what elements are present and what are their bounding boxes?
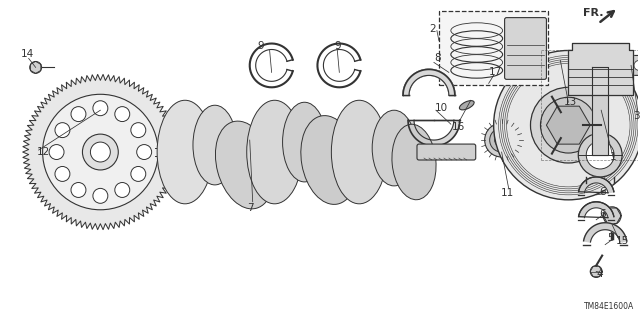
Text: 9: 9: [258, 42, 264, 52]
Polygon shape: [403, 69, 455, 95]
Text: 7: 7: [247, 203, 253, 213]
Circle shape: [484, 123, 518, 157]
Text: 12: 12: [36, 147, 50, 157]
Circle shape: [131, 166, 146, 181]
Ellipse shape: [283, 102, 326, 182]
Ellipse shape: [301, 116, 358, 204]
Polygon shape: [568, 43, 633, 95]
Polygon shape: [22, 75, 178, 230]
Circle shape: [588, 55, 612, 79]
Circle shape: [71, 107, 86, 122]
Text: 14: 14: [20, 50, 34, 60]
Text: 3: 3: [633, 111, 639, 121]
Ellipse shape: [247, 100, 303, 204]
Circle shape: [115, 182, 130, 197]
Polygon shape: [408, 120, 460, 146]
Text: 13: 13: [563, 97, 577, 107]
Ellipse shape: [392, 124, 436, 200]
Ellipse shape: [157, 100, 213, 204]
Circle shape: [592, 60, 608, 76]
Circle shape: [131, 123, 146, 138]
Polygon shape: [584, 223, 627, 242]
Text: 6: 6: [599, 209, 606, 219]
Circle shape: [93, 188, 108, 203]
Circle shape: [586, 141, 614, 169]
FancyBboxPatch shape: [417, 144, 476, 160]
Circle shape: [43, 94, 158, 210]
Text: 5: 5: [607, 233, 614, 243]
Polygon shape: [547, 106, 590, 144]
FancyBboxPatch shape: [504, 18, 547, 79]
Text: 9: 9: [334, 42, 341, 52]
Polygon shape: [579, 202, 614, 218]
Text: 10: 10: [435, 103, 448, 113]
Text: 6: 6: [599, 187, 606, 197]
Circle shape: [634, 60, 640, 70]
Text: 15: 15: [616, 236, 629, 246]
FancyBboxPatch shape: [629, 55, 640, 76]
Polygon shape: [579, 177, 614, 193]
Circle shape: [561, 117, 576, 133]
Circle shape: [554, 110, 583, 140]
Ellipse shape: [193, 105, 237, 185]
Text: 11: 11: [500, 188, 514, 198]
Ellipse shape: [216, 121, 274, 209]
Circle shape: [115, 107, 130, 122]
Circle shape: [593, 60, 607, 74]
Circle shape: [55, 123, 70, 138]
Circle shape: [540, 97, 596, 153]
Circle shape: [137, 145, 152, 159]
Bar: [439, 11, 548, 85]
Circle shape: [90, 142, 110, 162]
Polygon shape: [592, 68, 608, 155]
Circle shape: [93, 101, 108, 116]
Circle shape: [49, 145, 64, 159]
Circle shape: [55, 166, 70, 181]
Circle shape: [493, 51, 640, 200]
Circle shape: [83, 134, 118, 170]
Circle shape: [29, 61, 42, 73]
Text: 2: 2: [429, 24, 436, 34]
Circle shape: [579, 133, 622, 177]
Ellipse shape: [372, 110, 416, 186]
Text: 16: 16: [452, 122, 465, 132]
Text: 1: 1: [610, 152, 617, 162]
Ellipse shape: [332, 100, 387, 204]
Ellipse shape: [460, 100, 474, 110]
Circle shape: [603, 207, 621, 225]
Text: 17: 17: [489, 68, 502, 77]
Circle shape: [590, 266, 602, 277]
Text: TM84E1600A: TM84E1600A: [584, 302, 634, 311]
Circle shape: [531, 87, 606, 163]
Text: 8: 8: [434, 53, 440, 63]
Circle shape: [495, 133, 509, 147]
Text: 4: 4: [596, 268, 603, 278]
Text: FR.: FR.: [583, 8, 604, 18]
Circle shape: [71, 182, 86, 197]
Circle shape: [490, 128, 513, 152]
